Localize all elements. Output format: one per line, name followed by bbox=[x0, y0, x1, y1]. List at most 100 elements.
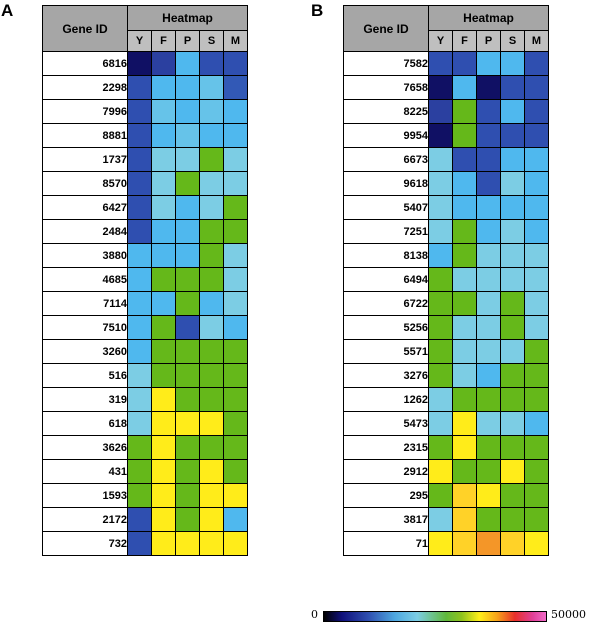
gene-id-cell: 3276 bbox=[343, 363, 429, 388]
heatmap-body-b: 7582 7658 8225 9954 6673 9618 5407 7251 8138 6494… bbox=[343, 51, 549, 556]
heatmap-cell-f bbox=[151, 243, 176, 268]
heatmap-cell-s bbox=[500, 483, 525, 508]
gene-id-cell: 2315 bbox=[343, 435, 429, 460]
heatmap-cell-y bbox=[127, 459, 152, 484]
heatmap-cell-p bbox=[175, 291, 200, 316]
heatmap-cell-f bbox=[151, 267, 176, 292]
heatmap-cell-p bbox=[476, 507, 501, 532]
heatmap-cell-p bbox=[476, 123, 501, 148]
heatmap-cell-f bbox=[151, 315, 176, 340]
heatmap-cell-s bbox=[500, 171, 525, 196]
table-row: 5473 bbox=[343, 411, 549, 436]
heatmap-table-a: Gene ID Heatmap Y F P S M 6816 2298 7996 88… bbox=[42, 5, 248, 556]
heatmap-cell-f bbox=[452, 99, 477, 124]
table-row: 2315 bbox=[343, 435, 549, 460]
table-row: 516 bbox=[42, 363, 248, 388]
heatmap-cell-p bbox=[476, 339, 501, 364]
heatmap-cell-m bbox=[524, 195, 549, 220]
heatmap-cell-s bbox=[500, 219, 525, 244]
heatmap-cell-m bbox=[524, 171, 549, 196]
table-row: 295 bbox=[343, 483, 549, 508]
table-row: 2172 bbox=[42, 507, 248, 532]
heatmap-cell-s bbox=[199, 411, 224, 436]
heatmap-header: Heatmap bbox=[127, 5, 248, 31]
heatmap-cell-f bbox=[151, 435, 176, 460]
table-row: 6494 bbox=[343, 267, 549, 292]
heatmap-cell-m bbox=[223, 363, 248, 388]
heatmap-cell-f bbox=[151, 147, 176, 172]
heatmap-cell-s bbox=[199, 219, 224, 244]
heatmap-cell-m bbox=[524, 507, 549, 532]
heatmap-cell-y bbox=[428, 315, 453, 340]
heatmap-cell-p bbox=[175, 75, 200, 100]
heatmap-cell-m bbox=[223, 243, 248, 268]
heatmap-cell-p bbox=[476, 171, 501, 196]
heatmap-cell-y bbox=[127, 507, 152, 532]
table-row: 6427 bbox=[42, 195, 248, 220]
gene-id-cell: 8225 bbox=[343, 99, 429, 124]
heatmap-cell-s bbox=[199, 75, 224, 100]
heatmap-cell-m bbox=[223, 171, 248, 196]
heatmap-cell-m bbox=[223, 219, 248, 244]
column-header-m: M bbox=[524, 30, 549, 52]
heatmap-cell-m bbox=[223, 51, 248, 76]
heatmap-cell-m bbox=[223, 99, 248, 124]
heatmap-cell-y bbox=[428, 435, 453, 460]
heatmap-cell-s bbox=[500, 315, 525, 340]
heatmap-cell-s bbox=[199, 387, 224, 412]
table-row: 3817 bbox=[343, 507, 549, 532]
table-row: 9618 bbox=[343, 171, 549, 196]
heatmap-cell-f bbox=[151, 291, 176, 316]
gene-id-cell: 3817 bbox=[343, 507, 429, 532]
table-row: 2298 bbox=[42, 75, 248, 100]
column-header-f: F bbox=[452, 30, 477, 52]
gene-id-cell: 5473 bbox=[343, 411, 429, 436]
gene-id-cell: 7996 bbox=[42, 99, 128, 124]
heatmap-cell-m bbox=[524, 147, 549, 172]
gene-id-cell: 319 bbox=[42, 387, 128, 412]
table-row: 7251 bbox=[343, 219, 549, 244]
heatmap-cell-y bbox=[127, 147, 152, 172]
heatmap-cell-p bbox=[175, 123, 200, 148]
heatmap-cell-s bbox=[500, 51, 525, 76]
heatmap-cell-f bbox=[151, 483, 176, 508]
heatmap-cell-m bbox=[223, 267, 248, 292]
table-row: 3626 bbox=[42, 435, 248, 460]
heatmap-cell-y bbox=[428, 51, 453, 76]
heatmap-cell-p bbox=[476, 195, 501, 220]
table-row: 5407 bbox=[343, 195, 549, 220]
heatmap-cell-y bbox=[127, 531, 152, 556]
heatmap-cell-f bbox=[151, 387, 176, 412]
heatmap-cell-y bbox=[127, 363, 152, 388]
heatmap-cell-m bbox=[223, 411, 248, 436]
heatmap-cell-f bbox=[151, 459, 176, 484]
heatmap-cell-m bbox=[223, 291, 248, 316]
heatmap-cell-y bbox=[127, 411, 152, 436]
table-row: 431 bbox=[42, 459, 248, 484]
heatmap-cell-s bbox=[199, 291, 224, 316]
heatmap-cell-s bbox=[199, 195, 224, 220]
heatmap-cell-f bbox=[452, 435, 477, 460]
gene-id-cell: 71 bbox=[343, 531, 429, 556]
gene-id-header: Gene ID bbox=[42, 5, 128, 52]
heatmap-cell-f bbox=[452, 219, 477, 244]
heatmap-cell-y bbox=[428, 459, 453, 484]
heatmap-cell-p bbox=[476, 411, 501, 436]
heatmap-header: Heatmap bbox=[428, 5, 549, 31]
heatmap-cell-f bbox=[151, 75, 176, 100]
table-row: 6722 bbox=[343, 291, 549, 316]
heatmap-cell-s bbox=[500, 99, 525, 124]
heatmap-cell-m bbox=[524, 291, 549, 316]
heatmap-cell-y bbox=[428, 387, 453, 412]
heatmap-cell-y bbox=[428, 291, 453, 316]
heatmap-cell-p bbox=[175, 219, 200, 244]
heatmap-cell-p bbox=[175, 243, 200, 268]
heatmap-cell-s bbox=[199, 363, 224, 388]
heatmap-cell-f bbox=[452, 315, 477, 340]
table-row: 7658 bbox=[343, 75, 549, 100]
heatmap-cell-m bbox=[223, 339, 248, 364]
heatmap-cell-s bbox=[199, 147, 224, 172]
heatmap-cell-y bbox=[428, 363, 453, 388]
gene-id-cell: 6494 bbox=[343, 267, 429, 292]
colorbar-max-label: 50000 bbox=[551, 608, 586, 621]
